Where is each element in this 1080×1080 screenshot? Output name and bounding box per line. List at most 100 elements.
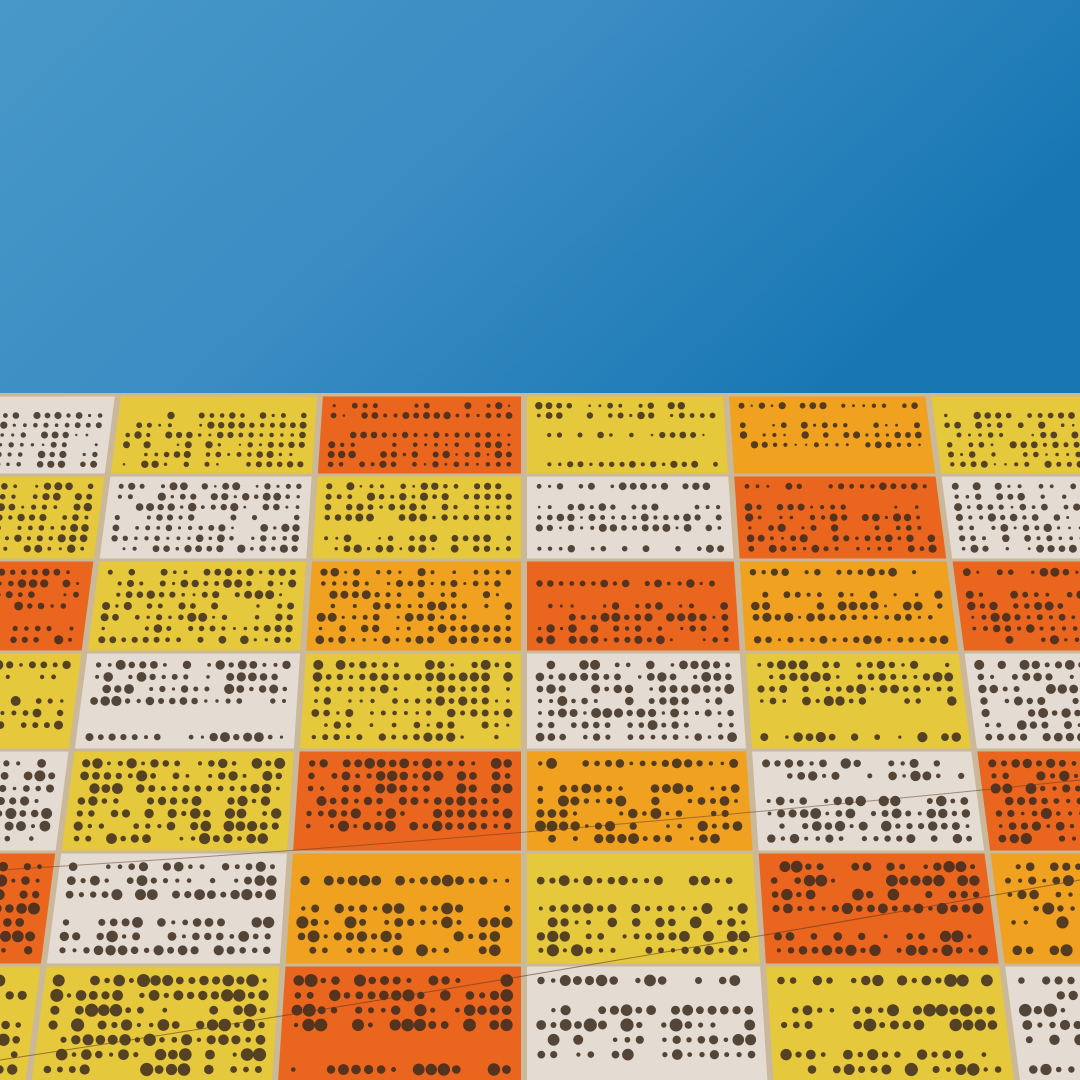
- perforation: [226, 946, 235, 955]
- perforation: [797, 772, 806, 780]
- perforation: [1011, 673, 1018, 680]
- perforation: [840, 758, 851, 769]
- perforation: [848, 601, 858, 611]
- perforation: [148, 785, 156, 792]
- perforation: [243, 1066, 249, 1073]
- perforation: [136, 422, 143, 429]
- perforation: [873, 836, 879, 842]
- perforation: [399, 771, 409, 781]
- perforation: [241, 889, 253, 901]
- perforation: [619, 461, 625, 467]
- perforation: [430, 570, 435, 575]
- perforation: [1022, 672, 1031, 681]
- perforation: [109, 636, 117, 644]
- perforation: [306, 810, 312, 817]
- perforation: [687, 1052, 693, 1057]
- perforation: [313, 659, 324, 670]
- perforation: [910, 875, 921, 886]
- perforation: [835, 443, 839, 447]
- perforation: [90, 891, 97, 898]
- perforation: [884, 515, 889, 520]
- perforation: [369, 484, 374, 489]
- perforation: [3, 918, 12, 927]
- perforation: [865, 433, 869, 437]
- perforation: [328, 809, 337, 818]
- perforation: [180, 505, 184, 509]
- perforation: [192, 932, 200, 941]
- perforation: [236, 698, 243, 704]
- perforation: [484, 603, 489, 609]
- perforation: [789, 798, 794, 804]
- perforation: [185, 774, 190, 778]
- perforation: [545, 412, 553, 419]
- perforation: [455, 413, 460, 418]
- perforation: [794, 877, 801, 884]
- perforation: [1019, 659, 1030, 670]
- perforation: [536, 685, 544, 693]
- perforation: [729, 722, 734, 728]
- perforation: [427, 601, 436, 611]
- perforation: [128, 863, 135, 870]
- perforation: [280, 433, 284, 437]
- perforation: [163, 451, 170, 458]
- perforation: [495, 699, 499, 703]
- perforation: [1066, 516, 1070, 519]
- perforation: [891, 905, 898, 912]
- perforation: [259, 412, 267, 419]
- perforation: [97, 734, 104, 740]
- perforation: [825, 811, 830, 816]
- perforation: [1074, 1034, 1080, 1046]
- perforation: [441, 514, 448, 521]
- perforation: [1034, 602, 1043, 610]
- perforation: [74, 493, 82, 501]
- perforation: [790, 535, 797, 542]
- perforation: [928, 906, 933, 911]
- perforation: [715, 686, 721, 692]
- perforation: [1044, 601, 1054, 611]
- panel: [306, 561, 521, 651]
- perforation: [157, 503, 164, 511]
- perforation: [214, 581, 220, 586]
- perforation: [858, 697, 867, 705]
- perforation: [548, 834, 556, 843]
- perforation: [360, 431, 367, 439]
- perforation: [1042, 733, 1051, 742]
- perforation: [568, 635, 577, 644]
- perforation: [340, 442, 345, 447]
- perforation: [370, 933, 378, 940]
- perforation: [259, 422, 265, 428]
- perforation: [32, 708, 42, 718]
- perforation: [976, 504, 983, 511]
- perforation: [661, 734, 667, 740]
- perforation: [165, 431, 173, 439]
- perforation: [171, 920, 176, 925]
- perforation: [661, 784, 671, 793]
- perforation: [580, 672, 589, 681]
- perforation: [855, 795, 866, 807]
- perforation: [218, 758, 228, 769]
- perforation: [852, 888, 864, 901]
- perforation: [838, 483, 845, 490]
- perforation: [627, 734, 634, 740]
- perforation: [73, 503, 81, 511]
- perforation: [500, 974, 514, 987]
- perforation: [235, 821, 246, 831]
- perforation: [546, 624, 555, 633]
- perforation: [996, 569, 1003, 576]
- perforation: [230, 889, 240, 900]
- perforation: [62, 579, 71, 588]
- perforation: [396, 592, 402, 597]
- perforation: [1060, 423, 1065, 428]
- perforation: [329, 824, 334, 829]
- perforation: [910, 770, 921, 782]
- perforation: [647, 720, 658, 731]
- perforation: [352, 580, 360, 587]
- perforation: [820, 515, 826, 520]
- perforation: [292, 524, 300, 532]
- perforation: [595, 798, 601, 804]
- perforation: [431, 547, 435, 551]
- perforation: [913, 1019, 925, 1031]
- perforation: [399, 547, 403, 551]
- perforation: [169, 697, 176, 705]
- perforation: [180, 685, 189, 693]
